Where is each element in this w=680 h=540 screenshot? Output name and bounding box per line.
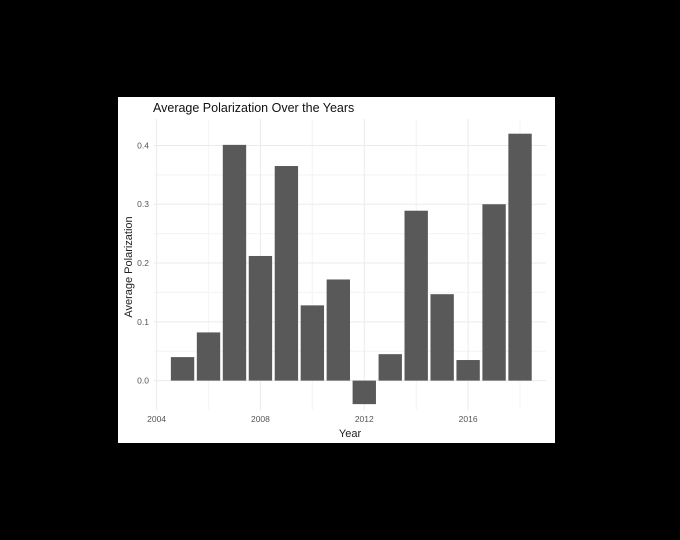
x-tick-label: 2008 (251, 414, 270, 424)
x-tick-label: 2016 (459, 414, 478, 424)
chart-panel: 0.0 0.1 0.2 0.3 0.4 2004 2008 2012 2016 Average … (118, 97, 555, 443)
x-tick-label: 2004 (147, 414, 166, 424)
bar (248, 255, 273, 381)
y-tick-label: 0.4 (137, 140, 149, 150)
bar (508, 133, 532, 381)
bars (170, 133, 532, 405)
bar (352, 380, 376, 405)
bar-chart: 0.0 0.1 0.2 0.3 0.4 2004 2008 2012 2016 Average … (123, 101, 546, 440)
tick-labels: 0.0 0.1 0.2 0.3 0.4 2004 2008 2012 2016 (137, 140, 478, 424)
bar (482, 204, 506, 381)
bar (456, 360, 480, 381)
y-tick-label: 0.3 (137, 199, 149, 209)
bar (404, 210, 428, 381)
y-tick-label: 0.2 (137, 258, 149, 268)
y-axis-title: Average Polarization (123, 216, 135, 317)
y-tick-label: 0.1 (137, 317, 149, 327)
x-tick-label: 2012 (355, 414, 374, 424)
bar (300, 305, 325, 381)
x-axis-title: Year (339, 428, 362, 440)
bar (326, 279, 350, 381)
bar (430, 294, 454, 381)
bar (222, 144, 247, 381)
bar (378, 354, 402, 381)
y-tick-label: 0.0 (137, 376, 149, 386)
bar (274, 166, 299, 381)
chart-title: Average Polarization Over the Years (153, 101, 354, 115)
bar (170, 357, 195, 381)
bar (196, 332, 221, 381)
